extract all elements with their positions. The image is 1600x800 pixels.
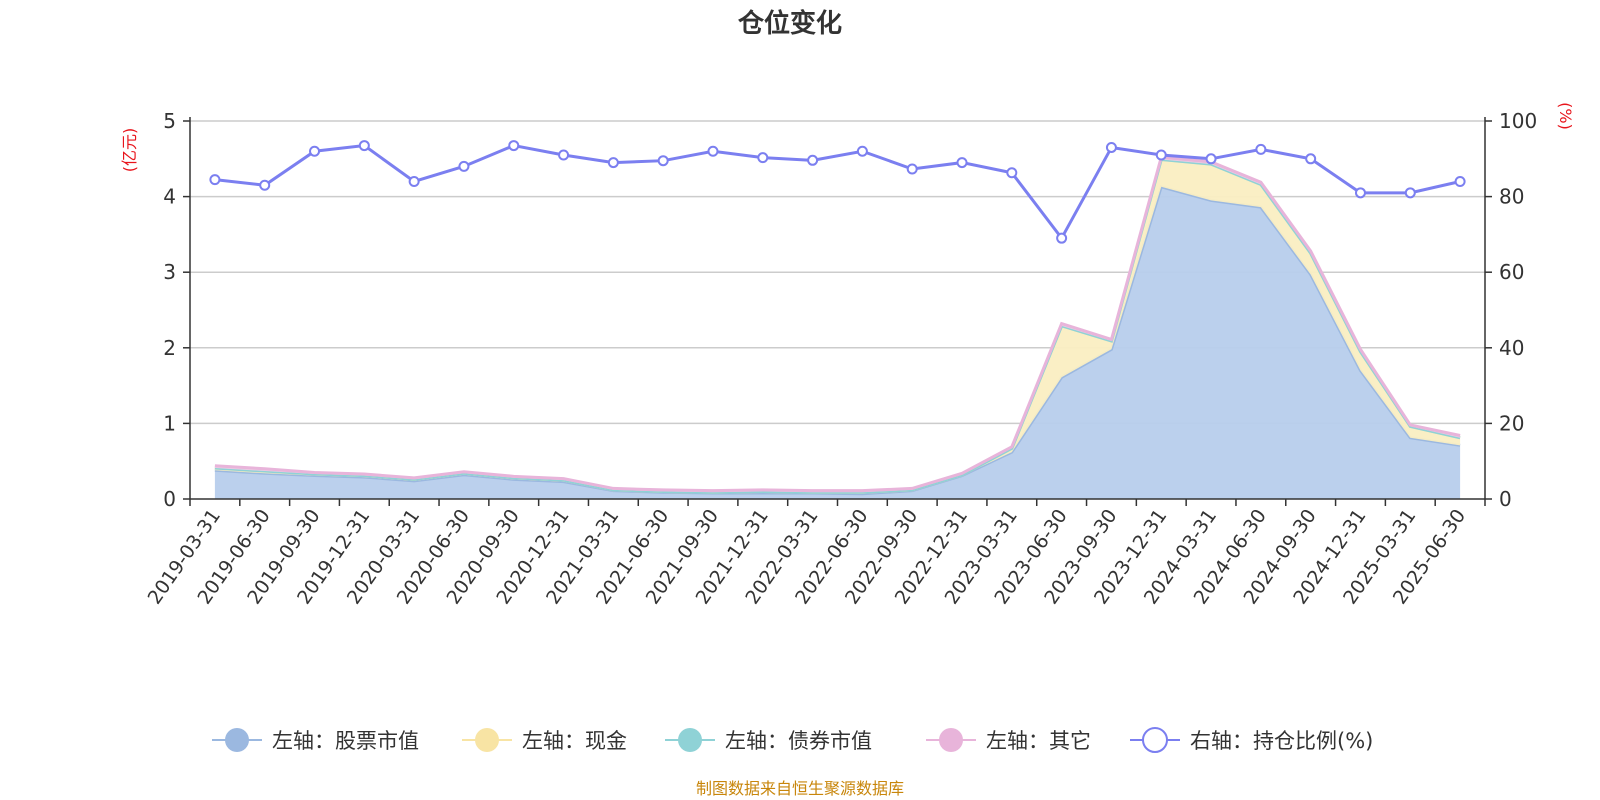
right-tick-label: 0: [1499, 487, 1512, 511]
ratio-point: [1305, 153, 1317, 165]
ratio-point: [408, 175, 420, 187]
ratio-line-series: [209, 140, 1466, 244]
right-tick-label: 40: [1499, 336, 1524, 360]
ratio-point: [657, 155, 669, 167]
left-tick-label: 5: [163, 109, 176, 133]
legend: 左轴：股票市值 左轴：现金 左轴：债券市值 左轴：其它 右轴：持仓比例(%): [212, 727, 1373, 753]
left-axis-unit: (亿元): [120, 128, 139, 173]
ratio-point: [607, 157, 619, 169]
legend-label: 左轴：债券市值: [725, 729, 872, 753]
ratio-point: [309, 145, 321, 157]
ratio-point: [1354, 187, 1366, 199]
data-source-note: 制图数据来自恒生聚源数据库: [696, 779, 904, 798]
area-左轴：股票市值: [214, 186, 1461, 499]
right-tick-label: 100: [1499, 109, 1537, 133]
ratio-point: [1205, 153, 1217, 165]
legend-marker: [475, 728, 499, 752]
legend-label: 左轴：其它: [986, 729, 1091, 753]
legend-label: 左轴：现金: [522, 729, 627, 753]
ratio-point: [458, 160, 470, 172]
ratio-point: [757, 152, 769, 164]
legend-label: 右轴：持仓比例(%): [1190, 729, 1373, 753]
ratio-point: [1155, 149, 1167, 161]
legend-marker: [678, 728, 702, 752]
legend-marker: [939, 728, 963, 752]
legend-label: 左轴：股票市值: [272, 729, 419, 753]
ratio-point: [558, 149, 570, 161]
ratio-line: [214, 144, 1461, 241]
right-axis-unit: (%): [1556, 102, 1575, 130]
ratio-point: [906, 163, 918, 175]
right-tick-label: 20: [1499, 411, 1524, 435]
ratio-point: [508, 140, 520, 152]
ratio-point: [956, 157, 968, 169]
chart-title: 仓位变化: [737, 8, 842, 39]
ratio-point: [259, 179, 271, 191]
area-edge-左轴：其它: [214, 155, 1461, 493]
left-tick-label: 1: [163, 411, 176, 435]
area-series: [214, 155, 1461, 499]
ratio-point: [707, 145, 719, 157]
ratio-point: [1006, 167, 1018, 179]
ratio-point: [807, 154, 819, 166]
legend-marker: [225, 728, 249, 752]
ratio-point: [1105, 141, 1117, 153]
ratio-point: [1255, 143, 1267, 155]
ratio-point: [856, 145, 868, 157]
left-tick-label: 3: [163, 260, 176, 284]
ratio-point: [1404, 187, 1416, 199]
left-tick-label: 2: [163, 336, 176, 360]
left-tick-label: 4: [163, 185, 176, 209]
right-tick-label: 80: [1499, 185, 1524, 209]
ratio-point: [209, 174, 221, 186]
right-tick-label: 60: [1499, 260, 1524, 284]
legend-marker: [1142, 727, 1168, 753]
ratio-point: [1454, 175, 1466, 187]
left-tick-label: 0: [163, 487, 176, 511]
ratio-point: [358, 140, 370, 152]
ratio-point: [1056, 232, 1068, 244]
